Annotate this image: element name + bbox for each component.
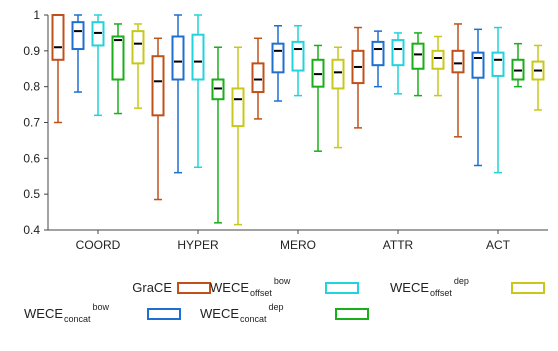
iqr-box [251,62,265,94]
iqr-box [391,39,405,67]
iqr-box [331,58,345,90]
legend-entry-2: WECEconcatbow [24,302,181,324]
y-tick-label: 0.8 [23,80,40,94]
box-hyper-series-1 [151,37,165,201]
iqr-box [111,35,125,81]
x-axis-ticks: COORD HYPER MERO ATTR ACT [76,230,511,252]
legend-label-superscript: dep [269,302,284,312]
legend-label-superscript: bow [93,302,110,312]
legend-label-subscript: offset [250,288,272,298]
legend-label-text: GraCE [132,280,172,295]
box-coord-series-3 [91,14,105,117]
box-act-series-5 [531,44,545,111]
legend-label: WECEoffsetdep [390,276,469,298]
iqr-box [271,42,285,74]
legend-label-superscript: bow [274,276,291,286]
y-axis-ticks: 0.4 0.5 0.6 0.7 0.8 0.9 1 [23,8,48,237]
legend-swatch [177,282,211,294]
legend-label-main: WECE [210,280,249,295]
iqr-box [171,35,185,81]
box-attr-series-5 [431,35,445,97]
iqr-box [431,49,445,70]
legend-label-subscript: concat [240,314,267,324]
y-tick-label: 0.5 [23,187,40,201]
box-hyper-series-4 [211,46,225,224]
x-tick-label: HYPER [177,238,219,252]
box-mero-series-2 [271,25,285,102]
box-act-series-3 [491,26,505,174]
iqr-box [451,49,465,74]
iqr-box [151,55,165,117]
legend-entry-1: GraCE [132,280,211,295]
box-hyper-series-5 [231,46,245,226]
legend-label: WECEconcatbow [24,302,110,324]
iqr-box [131,30,145,65]
box-mero-series-3 [291,25,305,97]
iqr-box [291,40,305,72]
legend-swatch [511,282,545,294]
boxes-layer [51,14,545,226]
legend-swatch [325,282,359,294]
iqr-box [411,42,425,70]
legend-label: WECEoffsetbow [210,276,291,298]
box-hyper-series-2 [171,14,185,174]
box-mero-series-1 [251,37,265,120]
y-tick-label: 1 [33,8,40,22]
iqr-box [231,87,245,128]
iqr-box [471,51,485,79]
legend-label-subscript: offset [430,288,452,298]
legend-label-main: WECE [390,280,429,295]
legend-entry-3: WECEoffsetbow [210,276,359,298]
box-attr-series-2 [371,30,385,88]
iqr-box [71,21,85,51]
box-coord-series-1 [51,14,65,124]
legend-label-superscript: dep [454,276,469,286]
box-attr-series-1 [351,26,365,129]
legend-entry-5: WECEoffsetdep [390,276,545,298]
legend-label: WECEconcatdep [200,302,284,324]
y-tick-label: 0.4 [23,223,40,237]
x-tick-label: ATTR [383,238,414,252]
x-tick-label: ACT [486,238,511,252]
iqr-box [491,51,505,77]
box-hyper-series-3 [191,14,205,169]
box-coord-series-2 [71,14,85,93]
box-act-series-2 [471,28,485,167]
iqr-box [371,40,385,67]
legend: GraCEWECEconcatbowWECEoffsetbowWECEconca… [24,276,545,324]
box-act-series-4 [511,42,525,88]
y-tick-label: 0.9 [23,44,40,58]
legend-label-main: WECE [24,306,63,321]
legend-swatch [147,308,181,320]
legend-label: GraCE [132,280,172,295]
box-coord-series-4 [111,23,125,115]
box-attr-series-4 [411,32,425,97]
y-tick-label: 0.7 [23,116,40,130]
iqr-box [191,33,205,81]
y-tick-label: 0.6 [23,151,40,165]
iqr-box [51,14,65,61]
legend-label-main: WECE [200,306,239,321]
box-act-series-1 [451,23,465,138]
legend-label-subscript: concat [64,314,91,324]
box-mero-series-4 [311,44,325,152]
legend-entry-4: WECEconcatdep [200,302,369,324]
x-tick-label: COORD [76,238,121,252]
box-coord-series-5 [131,23,145,109]
legend-swatch [335,308,369,320]
box-mero-series-5 [331,46,345,149]
x-tick-label: MERO [280,238,316,252]
box-attr-series-3 [391,32,405,95]
